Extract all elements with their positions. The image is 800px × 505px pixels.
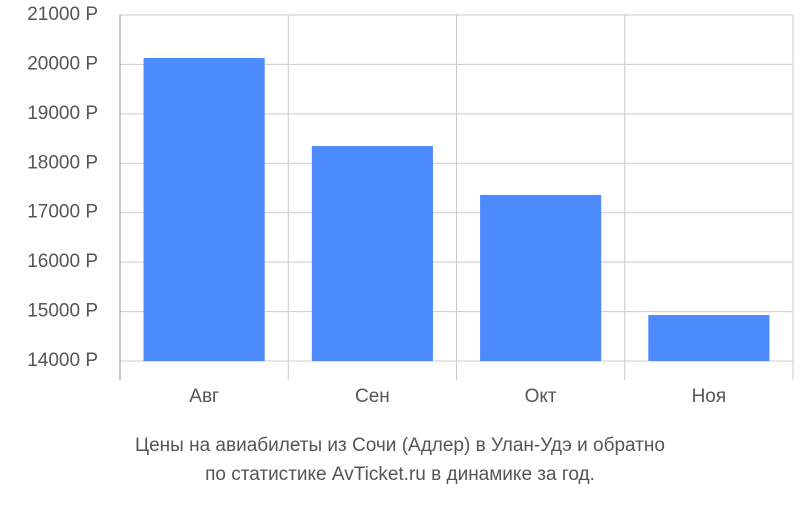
bar <box>311 145 433 361</box>
y-tick-label: 17000 Р <box>27 202 98 223</box>
y-tick-label: 20000 Р <box>27 53 98 74</box>
bar <box>648 315 770 361</box>
y-tick-label: 18000 Р <box>27 152 98 173</box>
x-tick-label: Ноя <box>692 386 727 407</box>
x-tick-label: Сен <box>355 386 390 407</box>
bar <box>480 194 602 361</box>
chart-title: по статистике AvTicket.ru в динамике за … <box>205 464 595 485</box>
y-tick-label: 14000 Р <box>27 350 98 371</box>
x-tick-label: Окт <box>525 386 557 407</box>
chart-title: Цены на авиабилеты из Сочи (Адлер) в Ула… <box>135 435 665 456</box>
x-tick-label: Авг <box>189 386 219 407</box>
y-tick-label: 16000 Р <box>27 251 98 272</box>
y-tick-label: 19000 Р <box>27 103 98 124</box>
y-tick-label: 15000 Р <box>27 301 98 322</box>
bar <box>143 58 265 361</box>
y-tick-label: 21000 Р <box>27 4 98 25</box>
